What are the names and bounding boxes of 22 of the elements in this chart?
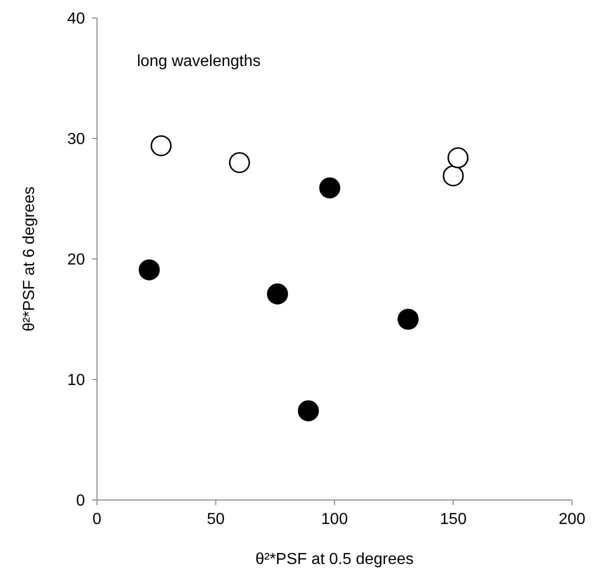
point: [228, 152, 250, 174]
x-axis-title: θ²*PSF at 0.5 degrees: [255, 551, 414, 568]
y-tick-label: 20: [67, 252, 86, 269]
x-tick-label: 0: [92, 511, 102, 528]
x-tick-label: 100: [321, 511, 348, 528]
point: [447, 147, 469, 168]
y-axis-title: θ²*PSF at 6 degrees: [21, 186, 38, 332]
point: [398, 308, 419, 330]
point: [138, 259, 160, 280]
annotation: long wavelengths: [137, 53, 261, 70]
point: [319, 177, 340, 198]
point: [298, 400, 319, 422]
y-tick-label: 10: [67, 372, 86, 390]
point: [266, 283, 288, 304]
y-tick-label: 40: [67, 10, 86, 28]
point: [150, 135, 172, 156]
point: [442, 165, 464, 186]
y-tick-label: 30: [67, 131, 86, 148]
x-tick-label: 50: [206, 511, 225, 528]
x-tick-label: 150: [440, 511, 467, 528]
x-tick-label: 200: [558, 511, 586, 528]
y-tick-label: 0: [76, 492, 86, 510]
